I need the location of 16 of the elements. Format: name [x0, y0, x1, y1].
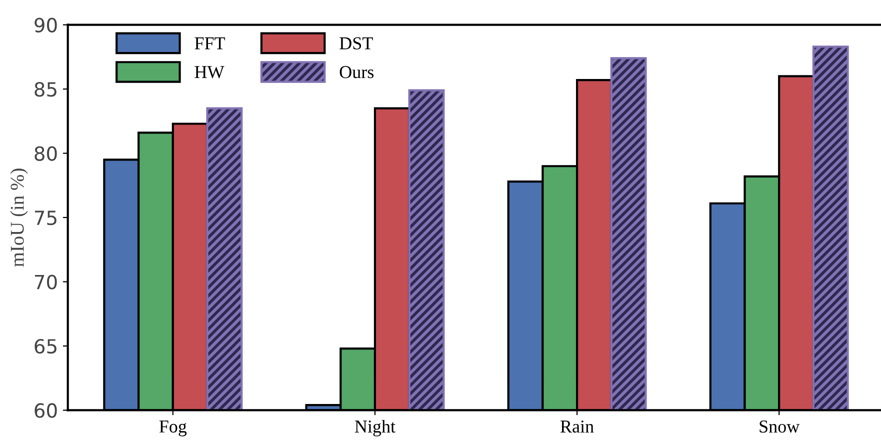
y-axis-title: mIoU (in %)	[10, 168, 28, 267]
x-tick-label: Rain	[560, 420, 594, 433]
x-tick-label: Night	[354, 420, 396, 436]
legend-label: Ours	[340, 66, 374, 78]
y-tick-label: 80	[34, 146, 57, 161]
x-tick-label: Snow	[760, 420, 800, 433]
legend-label: FFT	[194, 37, 226, 50]
legend-label: HW	[194, 66, 224, 78]
y-tick-label: 60	[34, 403, 57, 418]
y-tick-label: 65	[34, 338, 56, 354]
legend-label: DST	[340, 37, 373, 50]
y-tick-label: 90	[34, 18, 57, 32]
y-tick-label: 85	[34, 82, 56, 97]
y-tick-label: 75	[34, 210, 56, 226]
x-tick-label: Fog	[159, 420, 187, 436]
y-tick-label: 70	[34, 274, 57, 290]
